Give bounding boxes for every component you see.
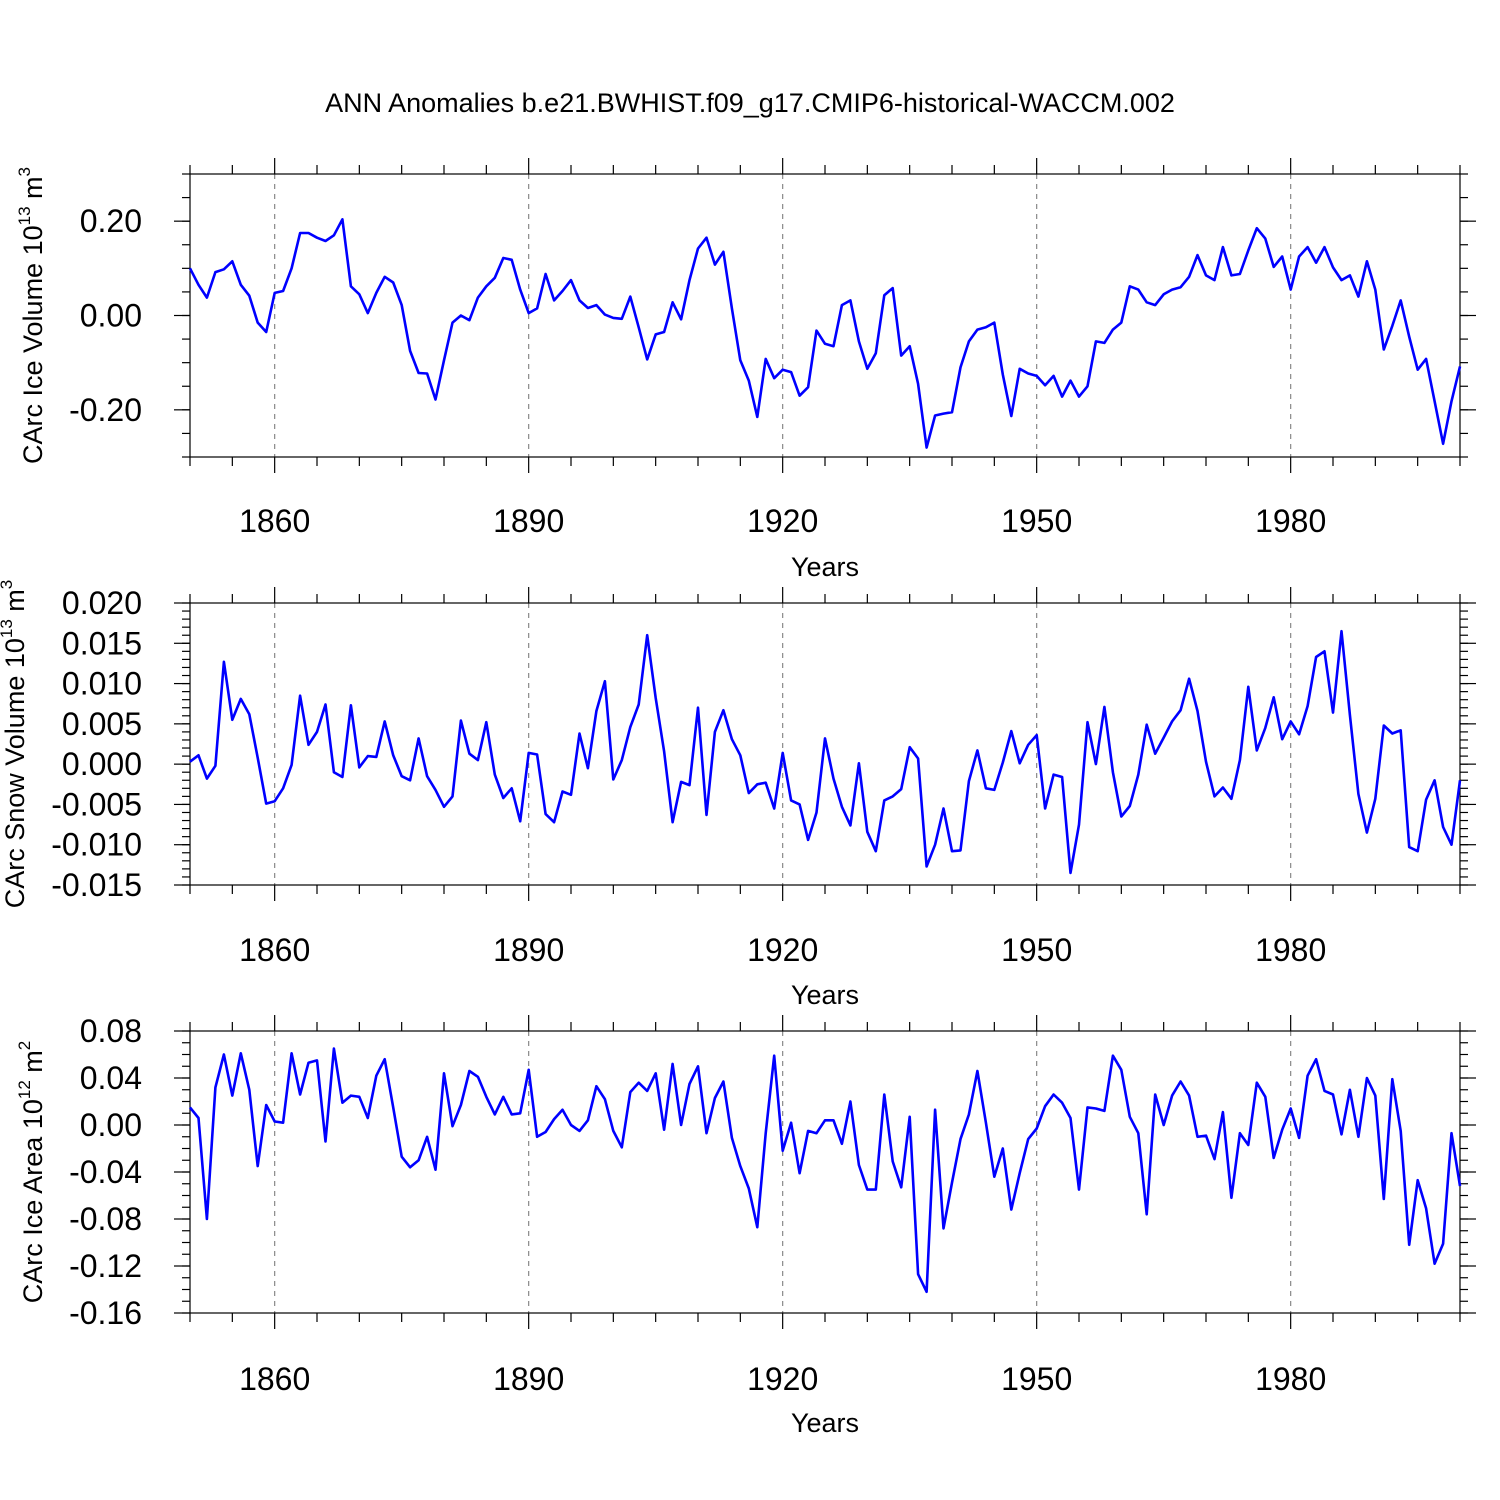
panel-snow_volume-ylabel_unit: m: [0, 589, 30, 619]
panel-ice_area-ytick-label-3: -0.04: [69, 1154, 142, 1190]
panel-ice_area-series-line: [188, 1047, 1462, 1294]
panel-ice_area-xtick-label-2: 1920: [747, 1361, 818, 1397]
panel-snow_volume-xtick-label-0: 1860: [239, 932, 310, 968]
panel-ice_area-ytick-label-5: 0.04: [80, 1060, 142, 1096]
panel-ice_volume-xtick-label-4: 1980: [1255, 503, 1326, 539]
panel-ice_area-ytick-label-2: -0.08: [69, 1201, 142, 1237]
panel-ice_volume-xtick-label-3: 1950: [1001, 503, 1072, 539]
panel-ice_volume-ylabel_exp: 13: [15, 206, 34, 225]
panel-ice_area-xtick-label-4: 1980: [1255, 1361, 1326, 1397]
panel-ice_volume-xtick-label-0: 1860: [239, 503, 310, 539]
panel-ice_area-frame: [189, 1030, 1461, 1314]
panel-snow_volume-ytick-label-3: 0.000: [62, 746, 142, 782]
panel-ice_volume-ytick-label-2: 0.20: [80, 203, 142, 239]
panel-ice_area-ylabel_unit: m: [18, 1050, 48, 1080]
panel-snow_volume-ytick-label-0: -0.015: [51, 867, 142, 903]
panel-snow_volume-xtick-label-2: 1920: [747, 932, 818, 968]
panel-ice_volume-series-line: [188, 218, 1462, 449]
panel-ice_area-ytick-label-4: 0.00: [80, 1107, 142, 1143]
panel-snow_volume-ylabel_unit_exp: 3: [0, 580, 16, 589]
panel-ice_volume-frame: [189, 173, 1461, 458]
panel-snow_volume-ytick-label-2: -0.005: [51, 786, 142, 822]
panel-snow_volume-ylabel: CArc Snow Volume 10: [0, 638, 30, 908]
panel-ice_volume-xtick-label-2: 1920: [747, 503, 818, 539]
panel-ice_area-xlabel: Years: [791, 1408, 859, 1438]
panel-snow_volume-xlabel: Years: [791, 980, 859, 1010]
panel-ice_volume-ylabel: CArc Ice Volume 1013 m3: [15, 167, 48, 464]
panel-snow_volume-ytick-label-1: -0.010: [51, 827, 142, 863]
panel-snow_volume: -0.015 -0.010 -0.005 0.000 0.005 0.010 0.015 0.…: [0, 580, 1476, 1010]
panel-snow_volume-ylabel_exp: 13: [0, 619, 16, 638]
panel-ice_area-xtick-label-0: 1860: [239, 1361, 310, 1397]
panel-ice_area-ytick-label-1: -0.12: [69, 1248, 142, 1284]
panel-ice_area-ytick-label-6: 0.08: [80, 1013, 142, 1049]
panel-ice_area-ylabel: CArc Ice Area 10: [18, 1099, 48, 1303]
panel-snow_volume-ylabel: CArc Snow Volume 1013 m3: [0, 580, 30, 909]
panel-ice_volume-ytick-label-1: 0.00: [80, 298, 142, 334]
panel-ice_volume-ytick-label-0: -0.20: [69, 392, 142, 428]
panel-ice_volume-xtick-label-1: 1890: [493, 503, 564, 539]
figure-title: ANN Anomalies b.e21.BWHIST.f09_g17.CMIP6…: [325, 88, 1175, 118]
panel-ice_area-xtick-label-1: 1890: [493, 1361, 564, 1397]
panel-snow_volume-ytick-label-4: 0.005: [62, 706, 142, 742]
panel-snow_volume-ytick-label-5: 0.010: [62, 666, 142, 702]
panel-snow_volume-xtick-label-3: 1950: [1001, 932, 1072, 968]
panel-ice_area: -0.16 -0.12 -0.08 -0.04 0.00 0.04 0.08 1860 1890…: [15, 1013, 1476, 1438]
panel-ice_volume-ylabel_unit_exp: 3: [15, 167, 34, 176]
panel-ice_area-ylabel_exp: 12: [15, 1080, 34, 1099]
panel-ice_volume-xlabel: Years: [791, 552, 859, 582]
panel-snow_volume-xtick-label-4: 1980: [1255, 932, 1326, 968]
panel-snow_volume-ytick-label-7: 0.020: [62, 585, 142, 621]
panel-ice_area-ytick-label-0: -0.16: [69, 1295, 142, 1331]
panel-snow_volume-ytick-label-6: 0.015: [62, 625, 142, 661]
panels: -0.20 0.00 0.20 1860 1890 1920 1950 1980 Years CA…: [0, 158, 1476, 1438]
panel-ice_volume-ylabel: CArc Ice Volume 10: [18, 225, 48, 464]
panel-ice_area-xtick-label-3: 1950: [1001, 1361, 1072, 1397]
panel-ice_volume: -0.20 0.00 0.20 1860 1890 1920 1950 1980 Years CA…: [15, 158, 1476, 582]
panel-snow_volume-series-line: [189, 629, 1462, 875]
panel-snow_volume-xtick-label-1: 1890: [493, 932, 564, 968]
panel-ice_area-ylabel_unit_exp: 2: [15, 1041, 34, 1050]
panel-ice_area-ylabel: CArc Ice Area 1012 m2: [15, 1041, 48, 1304]
panel-ice_volume-ylabel_unit: m: [18, 176, 48, 206]
